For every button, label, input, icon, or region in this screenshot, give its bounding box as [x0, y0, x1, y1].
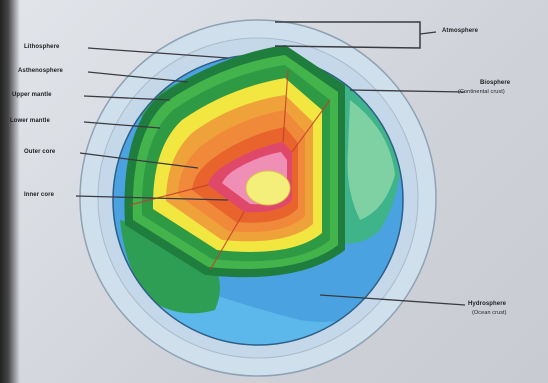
label-inner-core: Inner core [24, 192, 55, 198]
label-biosphere-sub: (Continental crust) [458, 89, 505, 95]
label-outer-core: Outer core [24, 149, 56, 155]
frame-edge [0, 0, 20, 383]
label-hydrosphere-sub: (Ocean crust) [472, 310, 507, 316]
wedge-seam-lines [129, 69, 331, 271]
label-upper-mantle: Upper mantle [12, 92, 52, 98]
label-hydrosphere: Hydrosphere [468, 301, 507, 307]
left-leader-lines [75, 47, 229, 201]
label-lithosphere: Lithosphere [24, 44, 60, 50]
label-atmosphere: Atmosphere [442, 28, 479, 34]
label-asthenosphere: Asthenosphere [18, 68, 63, 74]
inner-core [245, 170, 291, 206]
continent-right-light [347, 100, 395, 220]
label-lower-mantle: Lower mantle [10, 118, 50, 124]
right-leader-lines [274, 21, 466, 306]
label-biosphere: Biosphere [480, 80, 511, 86]
